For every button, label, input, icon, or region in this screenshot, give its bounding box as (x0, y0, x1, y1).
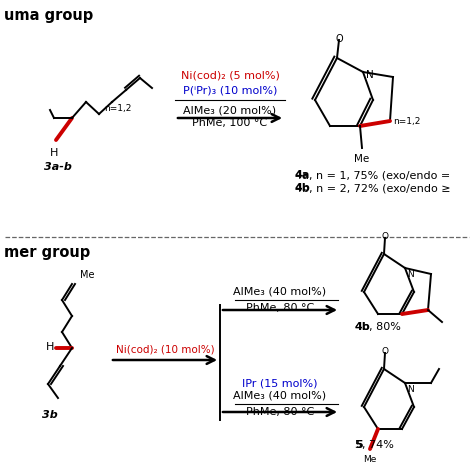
Text: O: O (382, 232, 389, 241)
Text: 3a-b: 3a-b (44, 162, 72, 172)
Text: Ni(cod)₂ (10 mol%): Ni(cod)₂ (10 mol%) (116, 345, 214, 355)
Text: Me: Me (80, 270, 94, 280)
Text: uma group: uma group (4, 8, 93, 23)
Text: Me: Me (363, 455, 377, 464)
Text: Ni(cod)₂ (5 mol%): Ni(cod)₂ (5 mol%) (181, 70, 280, 80)
Text: 4b: 4b (295, 183, 311, 193)
Text: H: H (50, 148, 58, 158)
Text: O: O (335, 34, 343, 44)
Text: 5: 5 (355, 440, 363, 450)
Text: mer group: mer group (4, 245, 90, 260)
Text: 4b: 4b (355, 322, 371, 332)
Text: PhMe, 100 °C: PhMe, 100 °C (192, 118, 267, 128)
Text: 4b, n = 2, 72% (exo/endo ≥: 4b, n = 2, 72% (exo/endo ≥ (295, 183, 451, 193)
Text: Me: Me (355, 154, 370, 164)
Text: n=1,2: n=1,2 (393, 117, 420, 126)
Text: N: N (407, 270, 414, 279)
Text: 4b, 80%: 4b, 80% (355, 322, 401, 332)
Text: H: H (46, 342, 54, 352)
Text: PhMe, 80 °C: PhMe, 80 °C (246, 303, 314, 313)
Text: n=1,2: n=1,2 (104, 104, 131, 113)
Text: 4a: 4a (295, 170, 310, 180)
Text: 3b: 3b (42, 410, 58, 420)
Text: 4a, n = 1, 75% (exo/endo =: 4a, n = 1, 75% (exo/endo = (295, 170, 450, 180)
Text: PhMe, 80 °C: PhMe, 80 °C (246, 407, 314, 417)
Text: AlMe₃ (40 mol%): AlMe₃ (40 mol%) (233, 391, 327, 401)
Text: N: N (366, 70, 374, 80)
Text: IPr (15 mol%): IPr (15 mol%) (242, 378, 318, 388)
Text: O: O (382, 347, 389, 356)
Text: AlMe₃ (20 mol%): AlMe₃ (20 mol%) (183, 105, 276, 115)
Text: P(ⁱPr)₃ (10 mol%): P(ⁱPr)₃ (10 mol%) (183, 85, 277, 95)
Text: 5, 74%: 5, 74% (355, 440, 394, 450)
Text: N: N (407, 385, 414, 394)
Text: AlMe₃ (40 mol%): AlMe₃ (40 mol%) (233, 287, 327, 297)
